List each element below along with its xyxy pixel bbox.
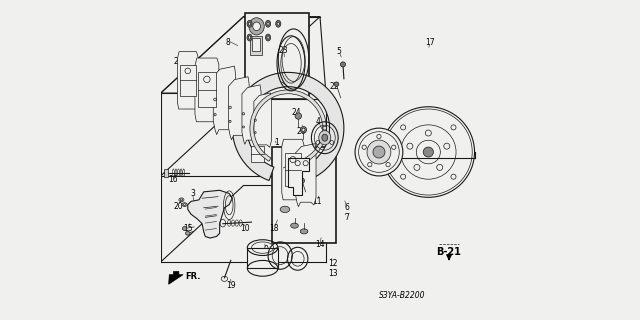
Ellipse shape [334,82,339,86]
Text: 2: 2 [214,111,219,120]
Ellipse shape [267,22,269,25]
Bar [164,169,168,177]
Text: 16: 16 [168,175,179,184]
Bar [252,37,260,51]
Text: FR.: FR. [185,272,201,281]
Ellipse shape [248,36,251,39]
Text: 12: 12 [328,259,337,268]
Polygon shape [169,271,183,284]
Polygon shape [198,72,216,108]
Text: 6: 6 [345,203,349,212]
Ellipse shape [267,36,269,39]
Ellipse shape [280,206,290,212]
Polygon shape [161,17,320,93]
Ellipse shape [340,62,346,67]
Polygon shape [228,77,249,140]
Ellipse shape [295,113,301,119]
Text: 17: 17 [425,38,435,47]
Ellipse shape [301,178,305,183]
Text: 9: 9 [264,245,268,254]
Text: 20: 20 [173,202,183,211]
Ellipse shape [355,128,403,176]
Text: 26: 26 [296,127,306,136]
Ellipse shape [186,231,190,235]
Text: B-21: B-21 [436,247,461,257]
Ellipse shape [249,18,264,35]
Ellipse shape [253,22,260,31]
Polygon shape [213,66,236,135]
Wedge shape [232,72,344,180]
Polygon shape [285,153,301,186]
Ellipse shape [373,146,385,158]
Ellipse shape [423,147,433,157]
Ellipse shape [266,34,271,41]
Text: 5: 5 [337,47,342,56]
Text: 7: 7 [345,213,349,222]
Ellipse shape [276,20,281,27]
Text: 14: 14 [315,240,325,249]
Ellipse shape [300,126,307,133]
Text: 4: 4 [316,117,321,126]
Text: 19: 19 [226,281,236,290]
Ellipse shape [291,223,298,228]
Polygon shape [282,139,304,200]
Text: 2: 2 [246,149,251,158]
Polygon shape [177,52,198,109]
Text: 25: 25 [440,149,449,158]
Ellipse shape [322,134,328,141]
Ellipse shape [247,34,252,41]
Wedge shape [250,90,326,161]
Bar [245,13,309,100]
Ellipse shape [300,229,308,234]
Polygon shape [188,190,232,238]
Polygon shape [242,85,261,144]
Polygon shape [195,58,219,122]
Ellipse shape [367,140,391,164]
Polygon shape [247,248,278,268]
Text: 15: 15 [183,224,193,233]
Text: 1: 1 [275,138,280,147]
Bar [250,36,262,55]
Ellipse shape [277,22,280,25]
Text: 2: 2 [300,156,305,164]
Ellipse shape [248,22,251,25]
Text: 2: 2 [233,133,238,142]
Text: 2: 2 [257,165,262,174]
Ellipse shape [302,128,305,131]
Polygon shape [288,158,309,195]
Text: 10: 10 [240,224,250,233]
Bar [252,146,264,162]
Ellipse shape [319,131,331,145]
Polygon shape [180,65,196,96]
Ellipse shape [247,20,252,27]
Polygon shape [295,144,316,207]
Text: S3YA-B2200: S3YA-B2200 [379,291,426,300]
Text: 11: 11 [312,197,321,206]
Ellipse shape [182,227,187,230]
Text: 22: 22 [330,82,339,91]
Text: 21: 21 [296,184,306,193]
Text: 23: 23 [278,45,288,55]
Ellipse shape [266,20,271,27]
Text: 3: 3 [190,189,195,198]
Ellipse shape [382,107,474,197]
Text: 18: 18 [269,224,278,233]
Text: 24: 24 [291,108,301,117]
Bar [272,147,336,243]
Polygon shape [254,93,271,149]
Text: 8: 8 [225,38,230,47]
Text: 13: 13 [328,268,337,278]
Text: 2: 2 [173,57,179,66]
